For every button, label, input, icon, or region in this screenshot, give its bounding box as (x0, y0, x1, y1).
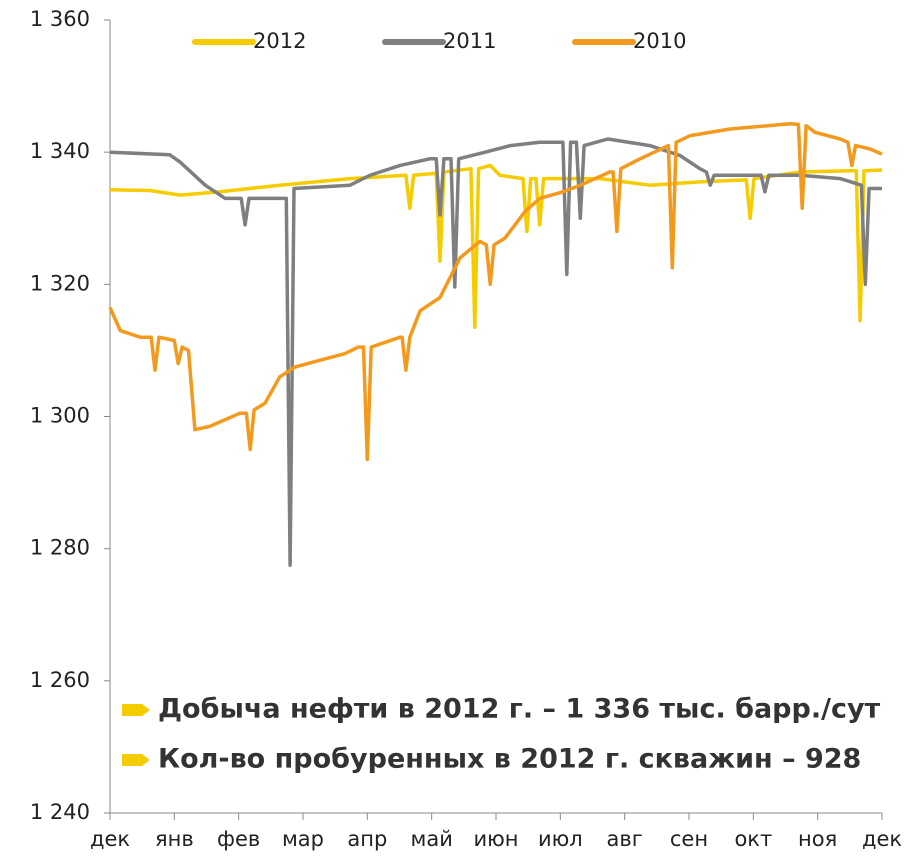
y-tick-label: 1 300 (30, 404, 90, 428)
y-tick-label: 1 360 (30, 7, 90, 31)
x-tick-label: май (410, 827, 452, 851)
x-tick-label: фев (217, 827, 260, 851)
x-tick-label: апр (347, 827, 387, 851)
x-tick-label: ноя (798, 827, 837, 851)
x-tick-label: янв (155, 827, 194, 851)
legend-label: 2011 (443, 29, 496, 53)
x-tick-label: окт (734, 827, 772, 851)
x-tick-label: мар (282, 827, 324, 851)
annotation: Кол-во пробуренных в 2012 г. скважин – 9… (158, 744, 861, 775)
x-tick-label: июл (538, 827, 583, 851)
y-tick-label: 1 280 (30, 536, 90, 560)
legend-label: 2010 (633, 29, 686, 53)
x-tick-label: дек (90, 827, 130, 851)
x-tick-label: июн (473, 827, 518, 851)
y-tick-label: 1 260 (30, 668, 90, 692)
y-tick-label: 1 340 (30, 139, 90, 163)
y-tick-label: 1 240 (30, 800, 90, 824)
annotation-marker (122, 754, 150, 766)
x-tick-label: авг (607, 827, 643, 851)
y-tick-label: 1 320 (30, 271, 90, 295)
annotation-marker (122, 704, 150, 716)
series-line (108, 122, 883, 462)
x-tick-label: сен (670, 827, 708, 851)
annotation: Добыча нефти в 2012 г. – 1 336 тыс. барр… (158, 694, 881, 725)
legend-label: 2012 (253, 29, 306, 53)
x-tick-label: дек (862, 827, 902, 851)
series-line (109, 137, 882, 567)
